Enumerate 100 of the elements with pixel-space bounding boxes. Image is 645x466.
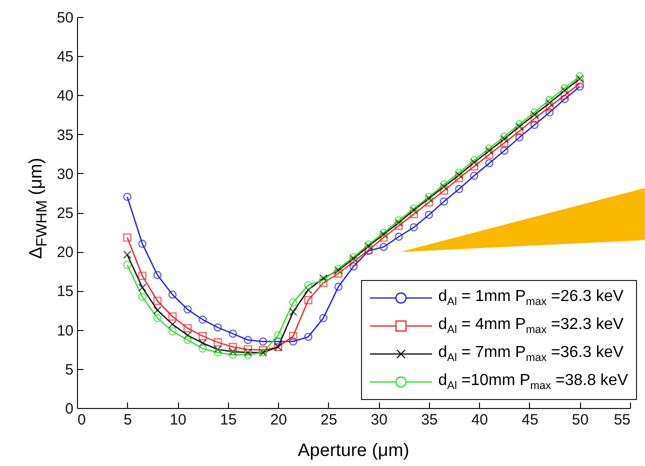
point	[576, 82, 584, 91]
point	[244, 350, 252, 359]
x-tick-label: 50	[572, 412, 589, 428]
legend-label: d$_{Al}$ =10mm P$_{max}$ =38.8 keV	[438, 372, 628, 392]
point	[394, 218, 403, 227]
point	[138, 272, 146, 280]
point	[153, 314, 162, 322]
point	[454, 170, 464, 180]
point	[319, 278, 328, 288]
point	[214, 345, 222, 354]
point	[183, 331, 192, 340]
point	[153, 306, 162, 314]
point	[545, 102, 554, 112]
point	[304, 286, 312, 294]
point	[380, 242, 388, 252]
x-tick-label: 55	[614, 412, 630, 428]
point	[500, 132, 508, 141]
point	[560, 94, 569, 104]
point	[304, 281, 312, 290]
point	[153, 296, 162, 305]
point	[545, 98, 554, 108]
point	[198, 338, 207, 348]
point	[214, 323, 222, 332]
point	[485, 146, 494, 155]
point	[349, 262, 358, 271]
x-axis-title: Aperture (μm)	[296, 440, 410, 461]
x-tick-label: 15	[220, 412, 237, 428]
point	[500, 138, 508, 148]
point	[244, 336, 252, 344]
point	[410, 223, 418, 232]
point	[530, 114, 539, 123]
point	[515, 133, 524, 142]
point	[470, 156, 478, 164]
point	[424, 198, 434, 206]
point	[515, 120, 524, 128]
y-tick-label: 5	[65, 361, 74, 378]
point	[244, 345, 252, 354]
point	[138, 240, 146, 248]
point	[168, 320, 177, 328]
point	[198, 344, 207, 353]
point	[274, 337, 282, 346]
point	[123, 233, 132, 242]
point	[214, 348, 222, 357]
point	[183, 305, 192, 314]
point	[138, 292, 146, 302]
point	[560, 91, 569, 100]
y-tick-label: 50	[56, 10, 74, 26]
point	[319, 314, 328, 322]
x-tick-label: 10	[170, 412, 186, 428]
point	[138, 283, 146, 292]
point	[470, 172, 478, 180]
point	[228, 342, 237, 352]
point	[560, 86, 569, 95]
point	[560, 84, 569, 92]
point	[530, 110, 539, 119]
point	[380, 233, 388, 242]
point	[485, 144, 494, 153]
x-tick-label: 20	[270, 412, 287, 428]
point	[440, 186, 448, 195]
point	[576, 74, 584, 83]
point	[123, 250, 132, 259]
y-tick-label: 40	[56, 88, 74, 105]
point	[168, 327, 177, 336]
point	[545, 108, 554, 117]
y-tick-label: 15	[56, 283, 74, 300]
x-tick-label: 25	[320, 412, 338, 428]
point	[530, 108, 539, 117]
point	[153, 270, 162, 280]
point	[410, 210, 418, 218]
point	[244, 348, 252, 357]
point	[454, 174, 464, 182]
point	[349, 258, 358, 266]
point	[214, 338, 222, 346]
point	[168, 290, 177, 299]
point	[485, 150, 494, 159]
point	[515, 127, 524, 136]
y-tick-label: 30	[56, 166, 74, 183]
y-tick-label: 35	[56, 126, 74, 144]
point	[289, 298, 298, 307]
y-tick-label: 0	[65, 400, 74, 418]
point	[274, 331, 282, 340]
point	[515, 122, 524, 131]
point	[258, 346, 268, 354]
point	[440, 182, 448, 191]
point	[198, 316, 207, 324]
x-tick-label: 35	[421, 412, 438, 428]
point	[500, 134, 508, 144]
point	[576, 79, 584, 88]
point	[198, 332, 207, 340]
point	[289, 308, 298, 316]
point	[334, 269, 343, 278]
legend-label: d$_{Al}$ = 7mm P$_{max}$ =36.3 keV	[438, 344, 624, 364]
point	[228, 350, 237, 359]
point	[440, 197, 448, 206]
point	[304, 332, 312, 341]
point	[470, 158, 478, 167]
point	[183, 336, 192, 344]
point	[228, 348, 237, 356]
point	[258, 337, 268, 346]
point	[394, 232, 403, 241]
